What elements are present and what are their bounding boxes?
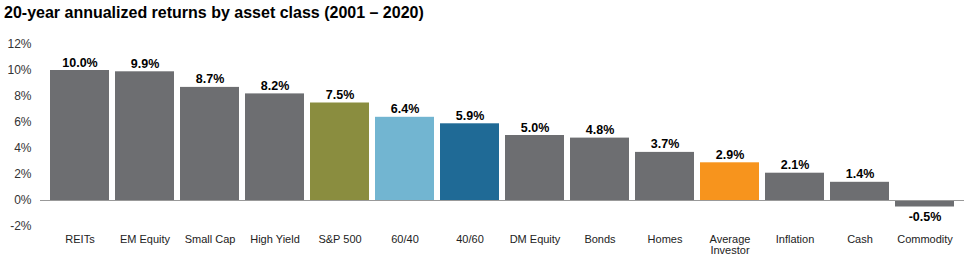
svg-text:6.4%: 6.4% (391, 102, 420, 116)
svg-text:0%: 0% (14, 193, 32, 207)
svg-text:Cash: Cash (847, 233, 873, 245)
svg-text:Inflation: Inflation (776, 233, 815, 245)
svg-text:Bonds: Bonds (584, 233, 616, 245)
svg-text:1.4%: 1.4% (846, 167, 875, 181)
html-text:20-year annualized returns by: 20-year annualized returns by asset clas… (4, 4, 424, 21)
svg-text:10%: 10% (7, 63, 31, 77)
svg-text:60/40: 60/40 (391, 233, 419, 245)
svg-text:REITs: REITs (65, 233, 95, 245)
svg-text:2%: 2% (14, 167, 32, 181)
svg-text:High Yield: High Yield (250, 233, 300, 245)
svg-text:7.5%: 7.5% (326, 88, 355, 102)
svg-text:9.9%: 9.9% (131, 57, 160, 71)
svg-text:6%: 6% (14, 115, 32, 129)
svg-text:Homes: Homes (648, 233, 683, 245)
svg-text:S&P 500: S&P 500 (318, 233, 361, 245)
svg-text:EM Equity: EM Equity (120, 233, 171, 245)
svg-text:Commodity: Commodity (897, 233, 953, 245)
svg-text:2.1%: 2.1% (781, 158, 810, 172)
svg-text:8.7%: 8.7% (196, 72, 225, 86)
svg-text:AverageInvestor: AverageInvestor (710, 233, 751, 256)
svg-text:Small Cap: Small Cap (185, 233, 236, 245)
svg-text:12%: 12% (7, 37, 31, 51)
svg-text:2.9%: 2.9% (716, 148, 745, 162)
svg-text:8.2%: 8.2% (261, 79, 290, 93)
svg-text:4%: 4% (14, 141, 32, 155)
svg-text:4.8%: 4.8% (586, 123, 615, 137)
svg-text:40/60: 40/60 (456, 233, 484, 245)
svg-text:8%: 8% (14, 89, 32, 103)
svg-text:10.0%: 10.0% (62, 56, 97, 70)
svg-text:-0.5%: -0.5% (909, 210, 942, 224)
svg-text:5.9%: 5.9% (456, 109, 485, 123)
svg-text:3.7%: 3.7% (651, 137, 680, 151)
svg-text:5.0%: 5.0% (521, 121, 550, 135)
svg-text:-2%: -2% (10, 219, 32, 233)
svg-text:DM Equity: DM Equity (510, 233, 561, 245)
